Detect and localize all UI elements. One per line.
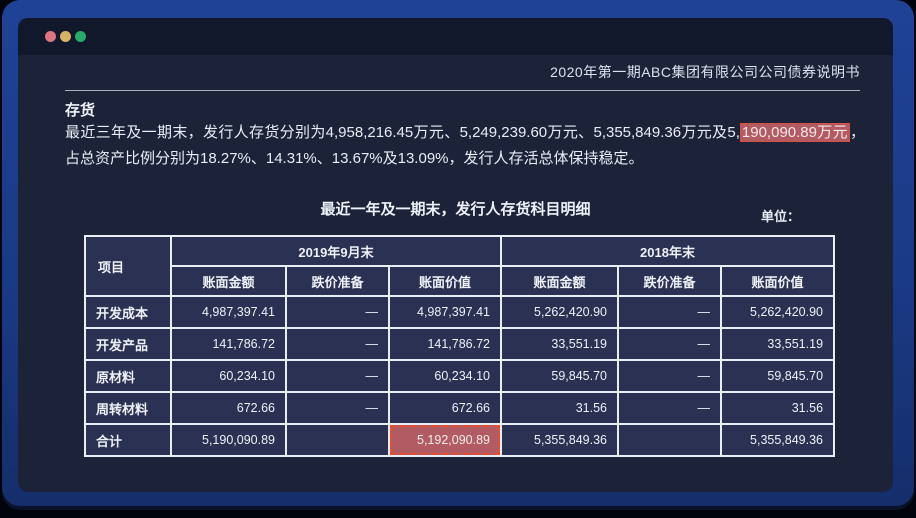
table-header-row-groups: 项目 2019年9月末 2018年末 <box>84 235 836 297</box>
table-cell: — <box>617 295 722 329</box>
row-label: 合计 <box>84 423 172 457</box>
body-paragraph: 最近三年及一期末，发行人存货分别为4,958,216.45万元、5,249,23… <box>65 120 865 172</box>
table-cell: 141,786.72 <box>170 327 287 361</box>
section-heading: 存货 <box>65 102 96 119</box>
table-cell: 60,234.10 <box>170 359 287 393</box>
table-row: 原材料 60,234.10 — 60,234.10 59,845.70 — 59… <box>84 359 836 393</box>
table-cell <box>285 423 390 457</box>
inventory-table-container: 项目 2019年9月末 2018年末 账面金额 跌价准备 账面价值 账面金额 跌… <box>84 235 836 457</box>
table-row: 开发产品 141,786.72 — 141,786.72 33,551.19 —… <box>84 327 836 361</box>
table-row: 开发成本 4,987,397.41 — 4,987,397.41 5,262,4… <box>84 295 836 329</box>
row-label: 开发产品 <box>84 327 172 361</box>
column-header: 账面价值 <box>719 265 836 297</box>
table-row-total: 合计 5,190,090.89 5,192,090.89 5,355,849.3… <box>84 423 836 457</box>
paragraph-highlight: 190,090.89万元 <box>739 123 850 142</box>
column-group-2018: 2018年末 <box>499 235 836 267</box>
maximize-button-icon[interactable] <box>75 31 86 42</box>
table-cell-highlighted: 5,192,090.89 <box>388 423 502 457</box>
table-cell: — <box>285 295 390 329</box>
column-header: 跌价准备 <box>285 265 390 297</box>
table-cell: 31.56 <box>500 391 619 425</box>
table-cell: 5,190,090.89 <box>170 423 287 457</box>
table-title: 最近一年及一期末，发行人存货科目明细 <box>320 201 591 218</box>
column-header: 账面价值 <box>388 265 502 297</box>
table-cell: 5,355,849.36 <box>500 423 619 457</box>
row-label: 原材料 <box>84 359 172 393</box>
table-cell: 672.66 <box>170 391 287 425</box>
table-cell: 672.66 <box>388 391 502 425</box>
row-label: 开发成本 <box>84 295 172 329</box>
column-group-2019: 2019年9月末 <box>170 235 502 267</box>
table-cell: 33,551.19 <box>500 327 619 361</box>
row-label: 周转材料 <box>84 391 172 425</box>
table-cell: 141,786.72 <box>388 327 502 361</box>
table-cell: 31.56 <box>719 391 836 425</box>
table-cell: 4,987,397.41 <box>170 295 287 329</box>
header-divider <box>65 90 860 91</box>
paragraph-text-1: 最近三年及一期末，发行人存货分别为4,958,216.45万元、5,249,23… <box>65 124 740 141</box>
document-header-title: 2020年第一期ABC集团有限公司公司债券说明书 <box>550 64 860 80</box>
table-cell: 5,355,849.36 <box>719 423 836 457</box>
table-cell: 59,845.70 <box>719 359 836 393</box>
document-window: 2020年第一期ABC集团有限公司公司债券说明书 存货 最近三年及一期末，发行人… <box>18 18 893 492</box>
close-button-icon[interactable] <box>45 31 56 42</box>
column-header-item: 项目 <box>84 235 172 297</box>
table-cell: — <box>285 327 390 361</box>
table-cell: 59,845.70 <box>500 359 619 393</box>
table-cell: — <box>617 359 722 393</box>
minimize-button-icon[interactable] <box>60 31 71 42</box>
column-header: 账面金额 <box>500 265 619 297</box>
titlebar <box>18 18 893 55</box>
window-controls <box>45 31 86 42</box>
table-cell: — <box>285 391 390 425</box>
table-cell: 5,262,420.90 <box>500 295 619 329</box>
paragraph-text-2: ，占总资产比例分别为18.27%、14.31%、13.67%及13.09%，发行… <box>65 124 865 167</box>
table-cell: 33,551.19 <box>719 327 836 361</box>
table-cell: — <box>285 359 390 393</box>
table-cell: 5,262,420.90 <box>719 295 836 329</box>
table-header-row-cols: 账面金额 跌价准备 账面价值 账面金额 跌价准备 账面价值 <box>85 265 836 297</box>
column-header: 跌价准备 <box>617 265 722 297</box>
table-cell: — <box>617 327 722 361</box>
table-row: 周转材料 672.66 — 672.66 31.56 — 31.56 <box>84 391 836 425</box>
table-cell: — <box>617 391 722 425</box>
table-cell: 60,234.10 <box>388 359 502 393</box>
unit-label: 单位： <box>760 209 800 224</box>
inventory-table: 项目 2019年9月末 2018年末 账面金额 跌价准备 账面价值 账面金额 跌… <box>84 235 836 457</box>
table-cell: 4,987,397.41 <box>388 295 502 329</box>
column-header: 账面金额 <box>170 265 287 297</box>
table-cell <box>617 423 722 457</box>
